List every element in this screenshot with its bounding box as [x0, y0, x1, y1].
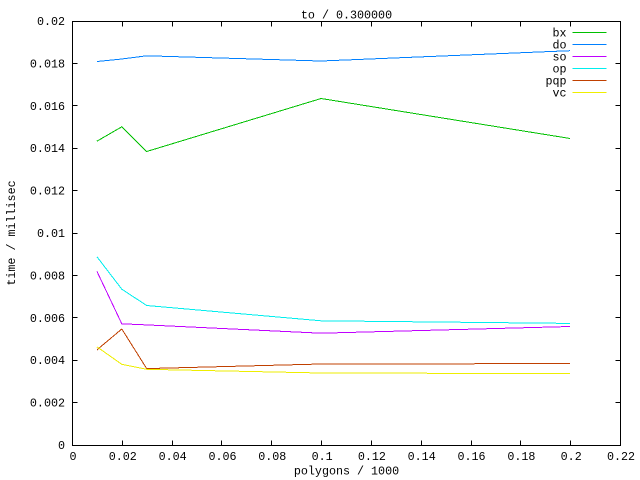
- svg-text:0.18: 0.18: [507, 450, 535, 464]
- svg-text:0.01: 0.01: [37, 227, 65, 241]
- svg-text:0.02: 0.02: [109, 450, 137, 464]
- svg-text:0.008: 0.008: [30, 269, 65, 283]
- svg-text:0.12: 0.12: [358, 450, 386, 464]
- svg-text:0: 0: [58, 439, 65, 453]
- svg-text:op: op: [552, 63, 566, 77]
- svg-text:0.06: 0.06: [208, 450, 236, 464]
- svg-text:polygons / 1000: polygons / 1000: [294, 465, 399, 479]
- svg-text:0.02: 0.02: [37, 15, 65, 29]
- svg-text:0.22: 0.22: [607, 450, 635, 464]
- svg-text:0.14: 0.14: [408, 450, 436, 464]
- svg-text:pqp: pqp: [545, 75, 566, 89]
- svg-text:0: 0: [69, 450, 76, 464]
- svg-text:0.1: 0.1: [312, 450, 333, 464]
- svg-text:0.002: 0.002: [30, 397, 65, 411]
- svg-text:0.004: 0.004: [30, 354, 65, 368]
- svg-text:0.012: 0.012: [30, 185, 65, 199]
- svg-text:so: so: [552, 51, 566, 65]
- svg-text:0.04: 0.04: [159, 450, 187, 464]
- svg-text:to / 0.300000: to / 0.300000: [301, 9, 392, 23]
- svg-text:0.16: 0.16: [457, 450, 485, 464]
- svg-text:0.016: 0.016: [30, 100, 65, 114]
- svg-text:vc: vc: [552, 87, 566, 101]
- svg-text:do: do: [552, 39, 566, 53]
- svg-text:0.08: 0.08: [258, 450, 286, 464]
- svg-text:0.014: 0.014: [30, 142, 65, 156]
- svg-text:bx: bx: [552, 27, 566, 41]
- svg-text:time / millisec: time / millisec: [5, 180, 19, 285]
- svg-text:0.018: 0.018: [30, 57, 65, 71]
- svg-text:0.2: 0.2: [561, 450, 582, 464]
- svg-text:0.006: 0.006: [30, 312, 65, 326]
